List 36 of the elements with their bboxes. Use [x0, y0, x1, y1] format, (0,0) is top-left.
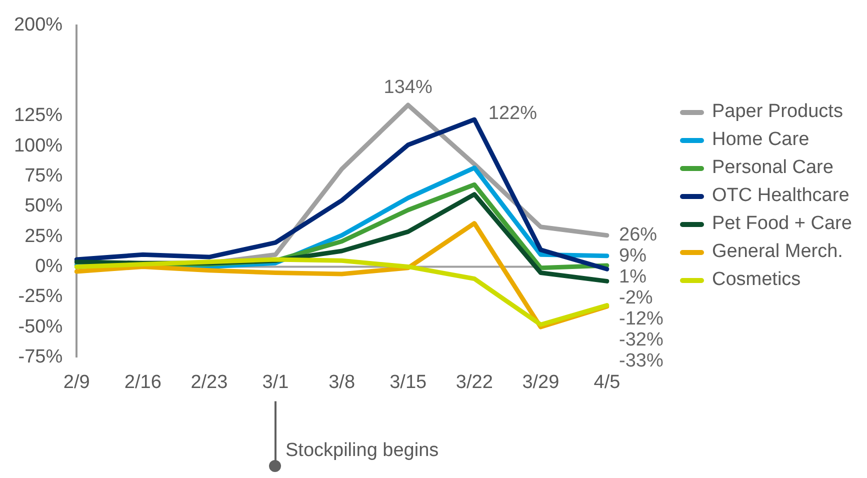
x-tick-label: 2/16	[124, 372, 162, 393]
y-tick-label: 75%	[24, 165, 63, 186]
x-tick-label: 4/5	[594, 372, 620, 393]
data-label: -2%	[619, 288, 653, 309]
data-label: 134%	[384, 76, 432, 98]
data-label: -12%	[619, 308, 664, 330]
y-tick-label: 25%	[24, 226, 63, 247]
x-tick-label: 3/1	[262, 372, 289, 393]
legend-label: Pet Food + Care	[712, 213, 852, 235]
data-label: 122%	[488, 103, 538, 124]
ref-line-label: Stockpiling begins	[285, 440, 439, 462]
y-tick-label: -75%	[18, 346, 63, 368]
legend-label: Cosmetics	[712, 269, 801, 291]
data-label: 26%	[619, 224, 658, 246]
data-label: 1%	[619, 266, 647, 288]
legend-label: Home Care	[712, 129, 810, 151]
x-tick-label: 3/22	[456, 372, 493, 393]
y-tick-label: 125%	[14, 105, 63, 126]
x-tick-label: 3/8	[328, 372, 356, 393]
y-tick-label: 100%	[14, 135, 63, 156]
legend-label: Personal Care	[712, 157, 834, 179]
x-tick-label: 3/15	[390, 372, 427, 393]
x-tick-label: 2/23	[190, 372, 228, 393]
legend-label: Paper Products	[712, 101, 843, 123]
x-tick-label: 2/9	[63, 372, 90, 393]
y-tick-label: 200%	[14, 14, 63, 36]
y-tick-label: -50%	[18, 316, 63, 338]
legend-label: OTC Healthcare	[712, 185, 850, 207]
data-label: -32%	[619, 330, 664, 351]
data-label: 9%	[619, 246, 647, 267]
x-tick-label: 3/29	[522, 372, 560, 393]
y-tick-label: -25%	[18, 286, 63, 308]
y-tick-label: 50%	[24, 196, 63, 217]
legend-label: General Merch.	[712, 241, 843, 263]
data-label: -33%	[619, 350, 664, 372]
y-tick-label: 0%	[35, 256, 63, 277]
